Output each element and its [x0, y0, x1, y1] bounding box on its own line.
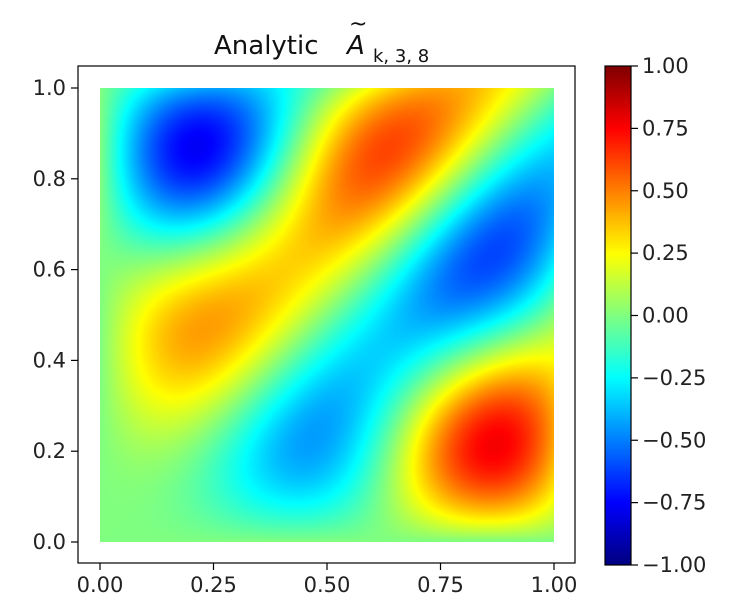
x-tick-label: 0.50 [304, 573, 351, 597]
y-tick-label: 0.4 [33, 348, 66, 372]
x-axis: 0.00 0.25 0.50 0.75 1.00 [77, 563, 578, 597]
colorbar-tick-label: 0.75 [642, 116, 689, 140]
x-tick-label: 0.25 [190, 573, 237, 597]
x-tick-label: 0.00 [77, 573, 124, 597]
y-tick-label: 0.6 [33, 258, 66, 282]
y-axis: 0.0 0.2 0.4 0.6 0.8 1.0 [33, 76, 78, 554]
colorbar-gradient [605, 66, 631, 565]
heatmap-canvas [100, 88, 554, 542]
colorbar-tick-label: −0.75 [642, 491, 706, 515]
colorbar-tick-label: 0.50 [642, 179, 689, 203]
colorbar-tick-label: 0.00 [642, 304, 689, 328]
y-tick-label: 0.2 [33, 439, 66, 463]
colorbar-tick-label: 0.25 [642, 241, 689, 265]
chart-title: Analytic A ~ k, 3, 8 [214, 12, 429, 67]
colorbar-tick-label: 1.00 [642, 54, 689, 78]
colorbar-tick-label: −0.50 [642, 428, 706, 452]
title-subscript: k, 3, 8 [373, 46, 429, 67]
colorbar-container [605, 66, 631, 565]
title-symbol: A [345, 31, 365, 61]
y-tick-label: 0.0 [33, 530, 66, 554]
colorbar-axis: 1.00 0.75 0.50 0.25 0.00 −0.25 −0.50 −0.75 −1.00 [631, 54, 706, 577]
heatmap-container [100, 88, 554, 542]
x-tick-label: 1.00 [531, 573, 578, 597]
y-tick-label: 0.8 [33, 167, 66, 191]
colorbar-tick-label: −0.25 [642, 366, 706, 390]
title-symbol-accent: ~ [349, 12, 367, 37]
colorbar-tick-label: −1.00 [642, 553, 706, 577]
x-tick-label: 0.75 [417, 573, 464, 597]
title-prefix: Analytic [214, 31, 319, 61]
y-tick-label: 1.0 [33, 76, 66, 100]
